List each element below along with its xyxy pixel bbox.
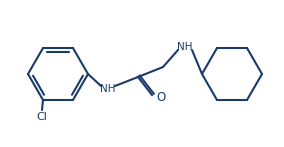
Text: Cl: Cl: [37, 112, 47, 122]
Text: O: O: [156, 91, 165, 103]
Text: NH: NH: [177, 42, 193, 52]
Text: NH: NH: [100, 84, 116, 94]
